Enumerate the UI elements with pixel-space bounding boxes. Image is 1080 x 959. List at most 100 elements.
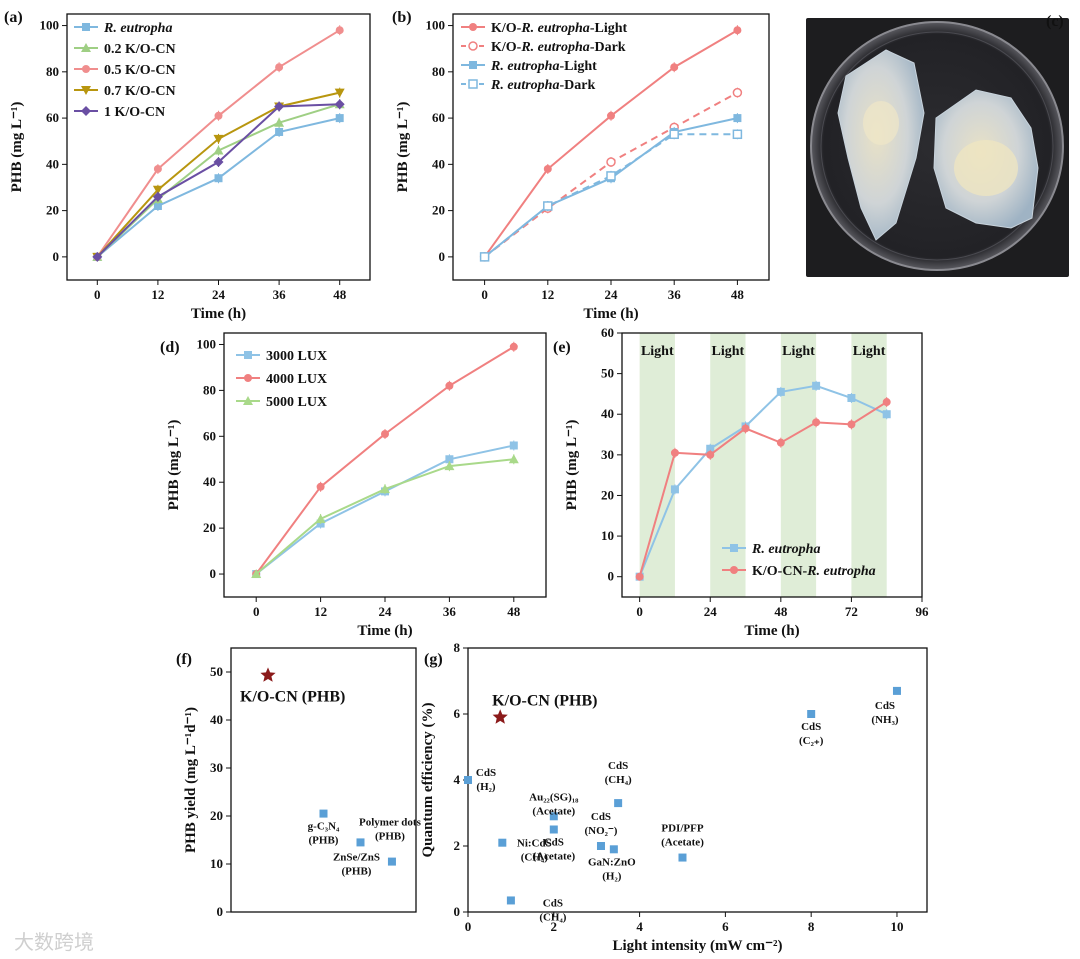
y-tick-label: 20 — [46, 203, 59, 218]
y-tick-label: 30 — [601, 447, 614, 462]
point-label: PDI/PFP — [661, 823, 703, 835]
y-tick-label: 2 — [454, 838, 461, 853]
data-point — [214, 111, 223, 120]
legend-label: R. eutropha-Light — [490, 59, 597, 74]
data-point — [882, 410, 891, 419]
y-tick-label: 60 — [203, 428, 216, 443]
series-line — [638, 401, 888, 577]
x-tick-label: 48 — [333, 287, 347, 302]
point-label: GaN:ZnO — [588, 856, 636, 868]
x-tick-label: 10 — [890, 919, 903, 934]
legend-label: R. eutropha — [103, 21, 172, 36]
data-point — [706, 444, 715, 453]
point-label: (C₂₊) — [799, 735, 824, 747]
series-line — [255, 444, 515, 575]
y-tick-label: 80 — [432, 64, 445, 79]
data-point — [213, 157, 224, 168]
light-band-label: Light — [712, 344, 745, 359]
light-band-label: Light — [782, 344, 815, 359]
point-label: (PHB) — [309, 835, 339, 847]
y-tick-label: 8 — [454, 640, 461, 655]
y-tick-label: 60 — [432, 110, 445, 125]
y-tick-label: 0 — [439, 249, 446, 264]
data-point — [847, 420, 856, 429]
y-tick-label: 40 — [432, 156, 445, 171]
point-label: (PHB) — [342, 865, 372, 877]
data-point — [153, 201, 162, 210]
point-label: Au₂₂(SG)₁₈ — [529, 791, 579, 803]
light-band — [710, 333, 746, 597]
data-point — [152, 185, 163, 195]
point-label: CdS — [608, 760, 628, 772]
x-tick-label: 48 — [731, 287, 745, 302]
data-point — [275, 127, 284, 136]
legend-label: 1 K/O-CN — [104, 105, 165, 120]
legend-swatch-marker — [243, 396, 253, 405]
point-label: Ni:CdS — [517, 838, 552, 850]
plot-frame — [621, 332, 923, 598]
data-point — [479, 252, 490, 262]
x-tick-label: 0 — [465, 919, 472, 934]
point-label: (CH₄) — [605, 774, 632, 786]
data-point — [732, 87, 743, 98]
y-tick-label: 40 — [46, 156, 59, 171]
data-point — [387, 857, 396, 866]
point-label: CdS — [543, 897, 563, 909]
panel-label-d: (d) — [160, 339, 180, 356]
y-tick-label: 0 — [608, 569, 615, 584]
data-point — [508, 454, 519, 464]
point-label: (CH₄) — [521, 852, 548, 864]
point-label: (PHB) — [375, 831, 405, 843]
petri-dish-photo — [806, 18, 1069, 277]
y-tick-label: 30 — [210, 760, 223, 775]
x-tick-label: 0 — [94, 287, 101, 302]
y-tick-label: 80 — [203, 382, 216, 397]
legend-label: 0.2 K/O-CN — [104, 42, 176, 57]
data-point — [776, 387, 785, 396]
data-point — [812, 381, 821, 390]
x-tick-label: 72 — [845, 604, 858, 619]
y-tick-label: 20 — [210, 808, 223, 823]
x-tick-label: 48 — [507, 604, 521, 619]
data-point — [543, 164, 552, 173]
data-point — [445, 455, 454, 464]
y-tick-label: 50 — [601, 366, 614, 381]
data-point — [464, 776, 472, 784]
x-tick-label: 12 — [151, 287, 164, 302]
legend-swatch-marker — [82, 65, 90, 73]
x-tick-label: 36 — [443, 604, 457, 619]
data-point — [543, 201, 553, 211]
data-point — [892, 686, 901, 695]
chart-b: 0 12 24 36 48 0 20 40 60 80 100 Time (h) PHB (mg L⁻¹… — [395, 13, 770, 322]
panel-label-e: (e) — [553, 339, 571, 356]
legend-swatch-marker — [469, 61, 477, 69]
data-point — [334, 99, 345, 110]
data-point — [670, 485, 679, 494]
point-label: (CH₄) — [539, 911, 566, 923]
data-point — [213, 134, 224, 144]
panel-label-a: (a) — [4, 9, 23, 26]
data-point — [213, 145, 224, 155]
y-axis-title: PHB (mg L⁻¹) — [564, 420, 580, 511]
point-label: CdS — [476, 767, 496, 779]
y-tick-label: 100 — [40, 18, 60, 33]
highlight-label: K/O-CN (PHB) — [240, 688, 345, 705]
x-tick-label: 36 — [668, 287, 682, 302]
legend-label: 0.5 K/O-CN — [104, 63, 176, 78]
data-point — [614, 799, 623, 808]
panel-label-b: (b) — [392, 9, 412, 26]
data-point — [356, 838, 365, 847]
x-tick-label: 24 — [704, 604, 718, 619]
point-label: CdS — [801, 721, 821, 733]
legend-label: 0.7 K/O-CN — [104, 84, 176, 99]
x-tick-label: 24 — [605, 287, 619, 302]
y-axis-title: PHB (mg L⁻¹) — [395, 102, 411, 193]
point-label: (H₂) — [602, 870, 622, 882]
point-label: Polymer dots — [359, 817, 422, 829]
chart-d: 0 12 24 36 48 0 20 40 60 80 100 Time (h) PHB (mg L⁻¹… — [166, 332, 547, 639]
point-label: (Acetate) — [661, 837, 704, 849]
y-tick-label: 100 — [197, 336, 217, 351]
point-label: (NH₃) — [871, 714, 898, 726]
chart-f: 0 10 20 30 40 50 PHB yield (mg L⁻¹d⁻¹) K/O-CN (… — [183, 647, 422, 919]
legend-swatch-marker — [469, 23, 477, 31]
